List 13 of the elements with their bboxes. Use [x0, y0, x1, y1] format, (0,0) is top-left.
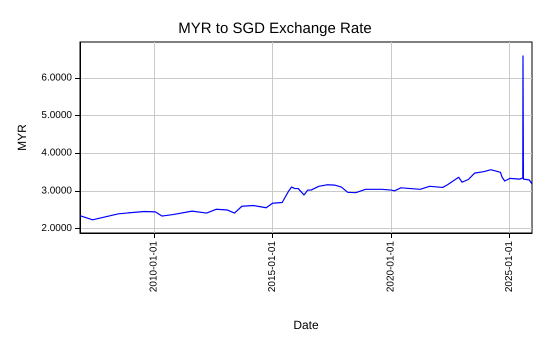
x-tick-label: 2010-01-01 [148, 240, 160, 292]
y-tick-label: 2.0000 [41, 222, 72, 234]
line-series [79, 55, 532, 220]
chart-title: MYR to SGD Exchange Rate [178, 20, 372, 37]
x-axis-title: Date [293, 318, 319, 332]
y-tick-label: 6.0000 [41, 72, 72, 84]
x-tick-label: 2025-01-01 [504, 240, 515, 292]
x-tick-label: 2015-01-01 [267, 240, 278, 292]
y-tick-label: 4.0000 [41, 148, 72, 159]
y-axis-title: MYR [15, 124, 29, 151]
y-tick-label: 5.0000 [41, 110, 72, 121]
x-tick-label: 2020-01-01 [385, 240, 396, 292]
y-tick-label: 3.0000 [41, 185, 72, 196]
